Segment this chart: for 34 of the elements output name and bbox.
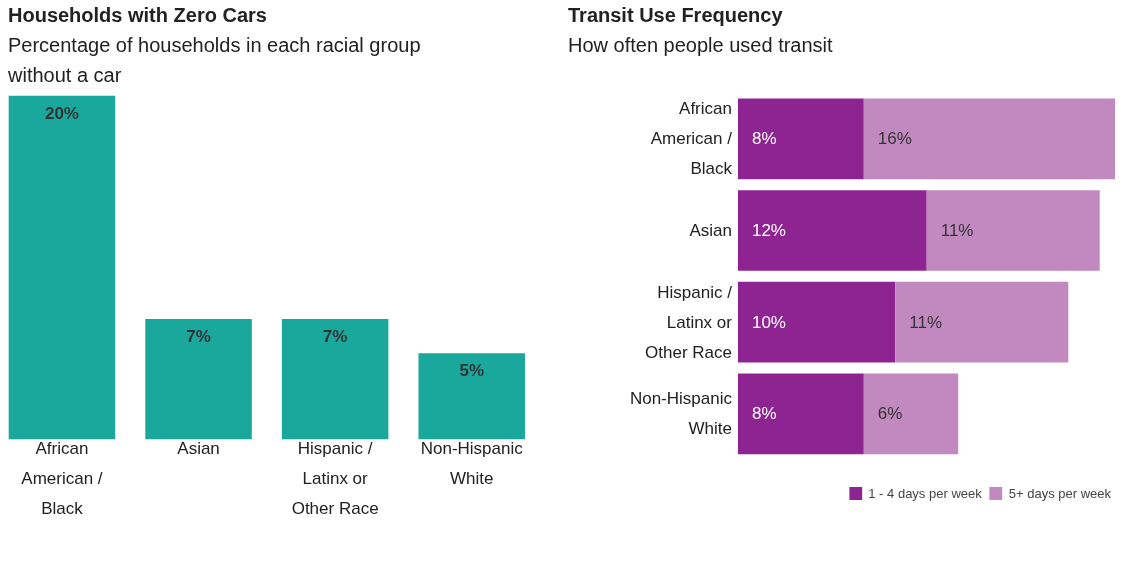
data-label: 8% — [751, 129, 777, 149]
x-tick-label: Non-Hispanic White — [420, 439, 524, 489]
bar — [737, 281, 896, 363]
y-tick-label: Hispanic / Latinx or Other Race — [645, 282, 733, 362]
x-tick-label: Hispanic / Latinx or Other Race — [291, 439, 379, 519]
data-label: 8% — [751, 404, 777, 424]
data-label: 6% — [877, 404, 903, 424]
y-tick-label: Asian — [689, 221, 732, 240]
bar — [863, 373, 959, 455]
data-label: 10% — [751, 312, 786, 332]
legend-label: 1 - 4 days per week — [868, 485, 982, 501]
y-tick-label: Non-Hispanic White — [629, 389, 733, 439]
chart-title: Transit Use Frequency — [568, 3, 783, 28]
bar — [863, 98, 1115, 180]
y-tick-label: African American / Black — [650, 99, 733, 179]
x-tick-label: Asian — [177, 439, 220, 459]
data-label: 7% — [186, 326, 211, 346]
bar — [895, 281, 1069, 363]
bar — [737, 373, 864, 455]
data-label: 11% — [940, 221, 974, 240]
legend-label: 5+ days per week — [1008, 485, 1111, 501]
bar — [926, 190, 1100, 271]
chart-title: Households with Zero Cars — [8, 3, 267, 28]
data-label: 12% — [751, 221, 786, 240]
bar — [737, 190, 927, 271]
data-label: 20% — [44, 103, 79, 123]
data-label: 7% — [322, 326, 348, 346]
chart-subtitle: Percentage of households in each racial group without a car — [8, 33, 422, 88]
chart-subtitle: How often people used transit — [568, 33, 833, 58]
data-label: 5% — [459, 361, 485, 381]
data-label: 16% — [877, 129, 912, 149]
bar — [737, 98, 864, 180]
data-label: 11% — [909, 312, 943, 332]
x-tick-label: African American / Black — [21, 439, 103, 519]
